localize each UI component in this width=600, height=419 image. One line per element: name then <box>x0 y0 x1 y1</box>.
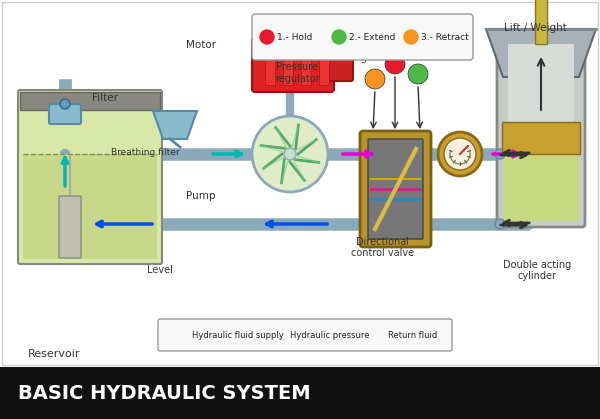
Circle shape <box>408 64 428 84</box>
Text: 3: 3 <box>360 56 366 65</box>
Circle shape <box>260 30 274 44</box>
Circle shape <box>60 99 70 109</box>
Text: Breathing filter: Breathing filter <box>111 148 179 158</box>
Circle shape <box>365 69 385 89</box>
Text: Level: Level <box>147 265 173 275</box>
FancyBboxPatch shape <box>252 14 473 60</box>
Text: Hydraulic pressure: Hydraulic pressure <box>290 331 370 339</box>
Text: Directional
control valve: Directional control valve <box>351 237 415 259</box>
Bar <box>283 45 293 85</box>
Text: Pressure
regulator: Pressure regulator <box>275 62 319 84</box>
Circle shape <box>61 220 70 228</box>
Circle shape <box>332 30 346 44</box>
Polygon shape <box>153 111 197 139</box>
Text: Motor: Motor <box>186 40 216 50</box>
Bar <box>301 45 311 85</box>
Text: 2: 2 <box>403 51 409 60</box>
FancyBboxPatch shape <box>497 36 585 227</box>
Text: 2.- Extend: 2.- Extend <box>349 33 395 41</box>
Text: Lift / Weight: Lift / Weight <box>504 23 566 33</box>
Circle shape <box>252 116 328 192</box>
FancyBboxPatch shape <box>252 38 334 92</box>
Bar <box>2 2 598 365</box>
FancyBboxPatch shape <box>158 319 452 351</box>
Bar <box>0 367 600 419</box>
Circle shape <box>495 219 505 229</box>
Text: BASIC HYDRAULIC SYSTEM: BASIC HYDRAULIC SYSTEM <box>18 383 311 403</box>
Bar <box>23 154 157 259</box>
FancyBboxPatch shape <box>18 90 162 264</box>
FancyBboxPatch shape <box>360 131 431 247</box>
Circle shape <box>385 54 405 74</box>
Circle shape <box>284 148 296 160</box>
Circle shape <box>438 132 482 176</box>
Bar <box>20 92 160 110</box>
Bar <box>508 44 574 219</box>
Text: Pump: Pump <box>186 191 216 201</box>
Circle shape <box>61 150 70 158</box>
Bar <box>535 0 547 44</box>
Bar <box>502 122 580 154</box>
Bar <box>319 45 329 85</box>
Text: Reservoir: Reservoir <box>28 349 80 359</box>
Bar <box>503 154 579 221</box>
Text: Return fluid: Return fluid <box>388 331 437 339</box>
Circle shape <box>526 220 535 228</box>
FancyBboxPatch shape <box>329 49 353 81</box>
Bar <box>265 45 275 85</box>
Circle shape <box>444 138 476 170</box>
Text: 1: 1 <box>380 41 386 50</box>
FancyBboxPatch shape <box>59 196 81 258</box>
Text: 1.- Hold: 1.- Hold <box>277 33 313 41</box>
Text: 3.- Retract: 3.- Retract <box>421 33 469 41</box>
Circle shape <box>404 30 418 44</box>
Circle shape <box>526 150 535 158</box>
Polygon shape <box>486 29 596 77</box>
Text: Hydraulic fluid supply: Hydraulic fluid supply <box>192 331 284 339</box>
Text: Filter: Filter <box>92 93 118 103</box>
Text: Double acting
cylinder: Double acting cylinder <box>503 260 571 282</box>
Circle shape <box>495 149 505 159</box>
FancyBboxPatch shape <box>368 139 423 239</box>
FancyBboxPatch shape <box>49 104 81 124</box>
